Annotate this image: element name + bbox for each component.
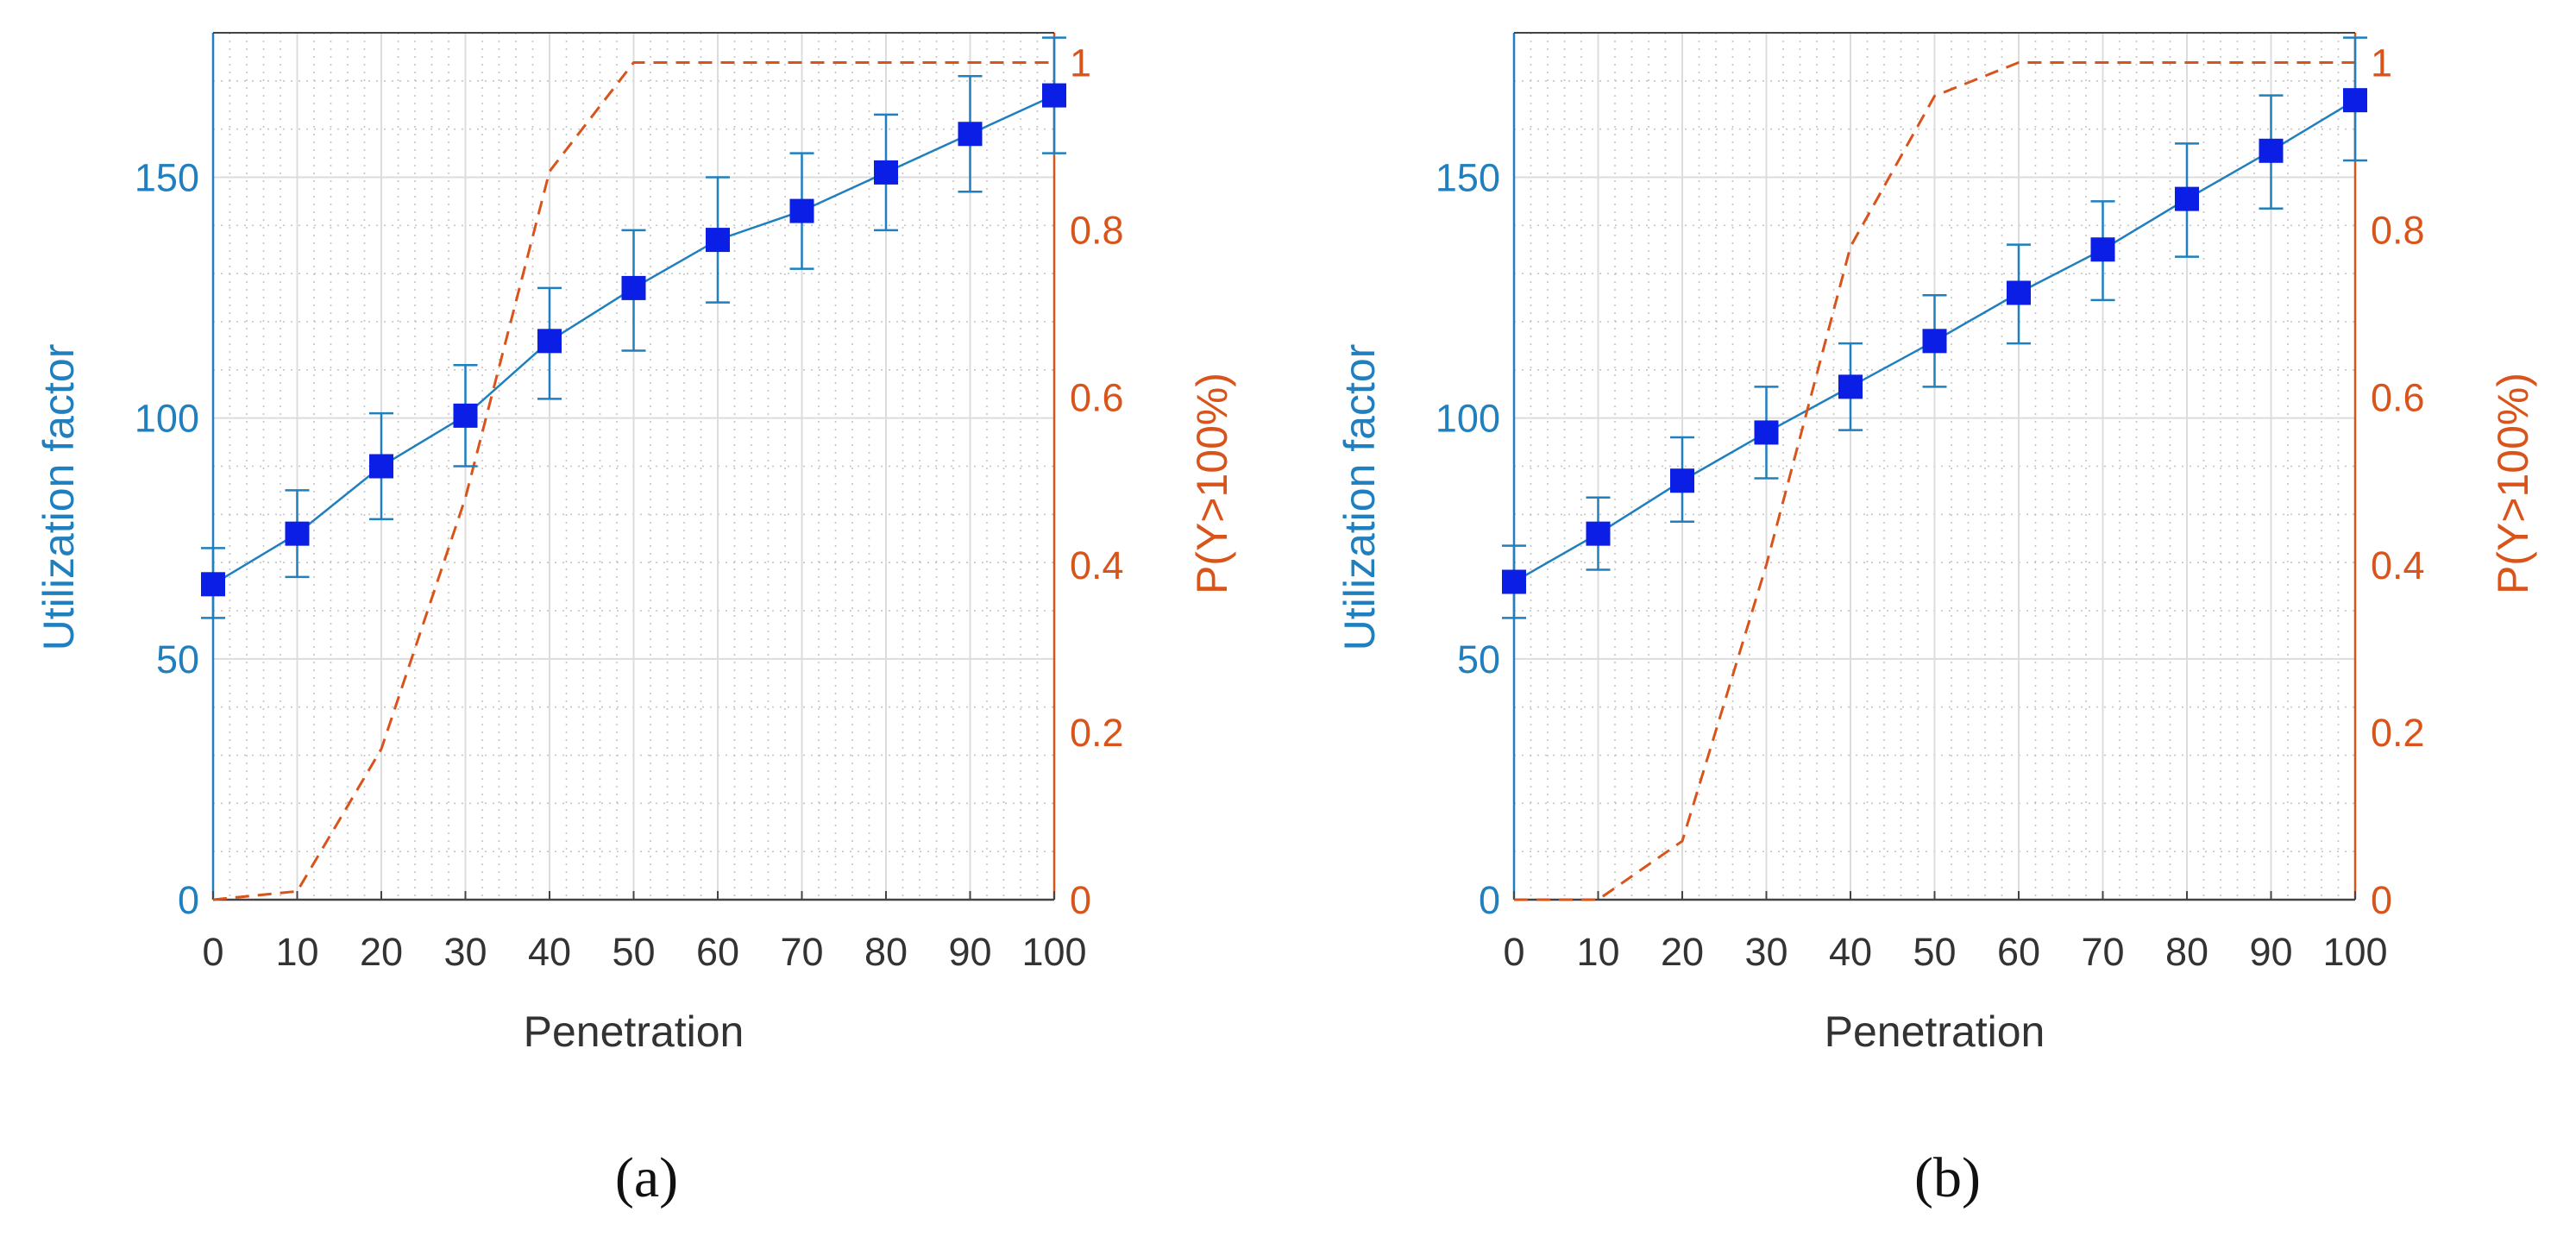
data-point-marker xyxy=(201,572,225,597)
x-tick-label: 100 xyxy=(1021,930,1086,974)
data-point-marker xyxy=(874,160,898,185)
y-axis-label: Utilization factor xyxy=(1335,344,1384,651)
y-right-tick-label: 0.6 xyxy=(1070,376,1124,420)
y-axis-label: Utilization factor xyxy=(35,344,83,651)
data-point-marker xyxy=(2090,237,2115,262)
data-point-marker xyxy=(1042,83,1066,108)
chart-panel-a: 0 50 100 150 0 0.2 0.4 0.6 0.8 1 0 10 20… xyxy=(35,32,1236,1209)
y-tick-label: 150 xyxy=(135,156,199,200)
y-tick-label: 0 xyxy=(178,878,199,922)
y-right-tick-label: 0.4 xyxy=(2371,543,2425,587)
data-point-marker xyxy=(789,198,814,223)
panel-caption: (b) xyxy=(1914,1146,1981,1209)
panel-caption: (a) xyxy=(615,1146,678,1209)
data-point-marker xyxy=(621,275,646,300)
y-axis-right-ticks: 0 0.2 0.4 0.6 0.8 1 xyxy=(1070,41,1124,922)
y-axis-left-ticks: 0 50 100 150 xyxy=(1436,156,1500,923)
data-point-marker xyxy=(369,454,393,479)
x-tick-label: 80 xyxy=(864,930,908,974)
series-marks xyxy=(1502,36,2367,901)
data-point-marker xyxy=(2259,138,2284,163)
x-tick-label: 20 xyxy=(360,930,403,974)
chart-panel-b: 0 50 100 150 0 0.2 0.4 0.6 0.8 1 0 10 20… xyxy=(1335,32,2537,1209)
x-tick-label: 20 xyxy=(1661,930,1704,974)
data-point-marker xyxy=(1586,521,1611,546)
x-tick-label: 50 xyxy=(1913,930,1956,974)
data-point-marker xyxy=(1922,329,1947,354)
data-point-marker xyxy=(537,329,562,354)
y-right-tick-label: 0.2 xyxy=(2371,711,2425,755)
y-right-tick-label: 0.2 xyxy=(1070,711,1124,755)
x-axis-ticks: 0 10 20 30 40 50 60 70 80 90 100 xyxy=(1503,930,2387,974)
series-line-probability xyxy=(212,60,1054,901)
y-axis-left-ticks: 0 50 100 150 xyxy=(135,156,199,923)
x-tick-label: 30 xyxy=(1744,930,1787,974)
x-tick-label: 70 xyxy=(2081,930,2124,974)
y-axis-right-ticks: 0 0.2 0.4 0.6 0.8 1 xyxy=(2371,41,2425,922)
y-right-tick-label: 0 xyxy=(2371,878,2392,922)
data-point-marker xyxy=(453,403,478,428)
y-right-tick-label: 1 xyxy=(2371,41,2392,85)
x-tick-label: 40 xyxy=(528,930,571,974)
y-tick-label: 50 xyxy=(156,637,199,681)
x-tick-label: 0 xyxy=(1503,930,1524,974)
x-tick-label: 60 xyxy=(696,930,739,974)
x-tick-label: 80 xyxy=(2165,930,2208,974)
x-tick-label: 70 xyxy=(780,930,823,974)
x-axis-label: Penetration xyxy=(1825,1008,2045,1056)
y-axis-right-label: P(Y>100%) xyxy=(2489,373,2537,594)
y-right-tick-label: 1 xyxy=(1070,41,1091,85)
data-point-marker xyxy=(2343,88,2367,113)
y-right-tick-label: 0.6 xyxy=(2371,376,2425,420)
data-point-marker xyxy=(2007,280,2031,305)
x-tick-label: 10 xyxy=(275,930,318,974)
x-tick-label: 40 xyxy=(1829,930,1872,974)
y-tick-label: 50 xyxy=(1457,637,1500,681)
x-tick-label: 90 xyxy=(948,930,991,974)
data-point-marker xyxy=(285,521,310,546)
data-point-marker xyxy=(1502,569,1526,594)
axes xyxy=(211,32,1056,901)
axes xyxy=(1512,32,2357,901)
data-point-marker xyxy=(2175,186,2199,211)
y-right-tick-label: 0.8 xyxy=(1070,209,1124,253)
x-axis-label: Penetration xyxy=(524,1008,745,1056)
x-tick-label: 10 xyxy=(1576,930,1619,974)
series-line-probability xyxy=(1514,60,2355,901)
y-right-tick-label: 0.8 xyxy=(2371,209,2425,253)
series-marks xyxy=(201,36,1066,901)
y-tick-label: 150 xyxy=(1436,156,1500,200)
y-axis-right-label: P(Y>100%) xyxy=(1188,373,1236,594)
x-tick-label: 50 xyxy=(612,930,655,974)
data-point-marker xyxy=(706,228,730,253)
x-tick-label: 30 xyxy=(443,930,487,974)
y-right-tick-label: 0.4 xyxy=(1070,543,1124,587)
data-point-marker xyxy=(1670,468,1694,493)
x-tick-label: 60 xyxy=(1997,930,2040,974)
data-point-marker xyxy=(958,122,983,147)
x-tick-label: 100 xyxy=(2322,930,2387,974)
y-tick-label: 100 xyxy=(1436,397,1500,441)
data-point-marker xyxy=(1838,374,1863,399)
y-tick-label: 0 xyxy=(1479,878,1500,922)
x-axis-ticks: 0 10 20 30 40 50 60 70 80 90 100 xyxy=(202,930,1086,974)
x-tick-label: 0 xyxy=(202,930,223,974)
data-point-marker xyxy=(1754,420,1779,445)
y-right-tick-label: 0 xyxy=(1070,878,1091,922)
x-tick-label: 90 xyxy=(2249,930,2292,974)
y-tick-label: 100 xyxy=(135,397,199,441)
